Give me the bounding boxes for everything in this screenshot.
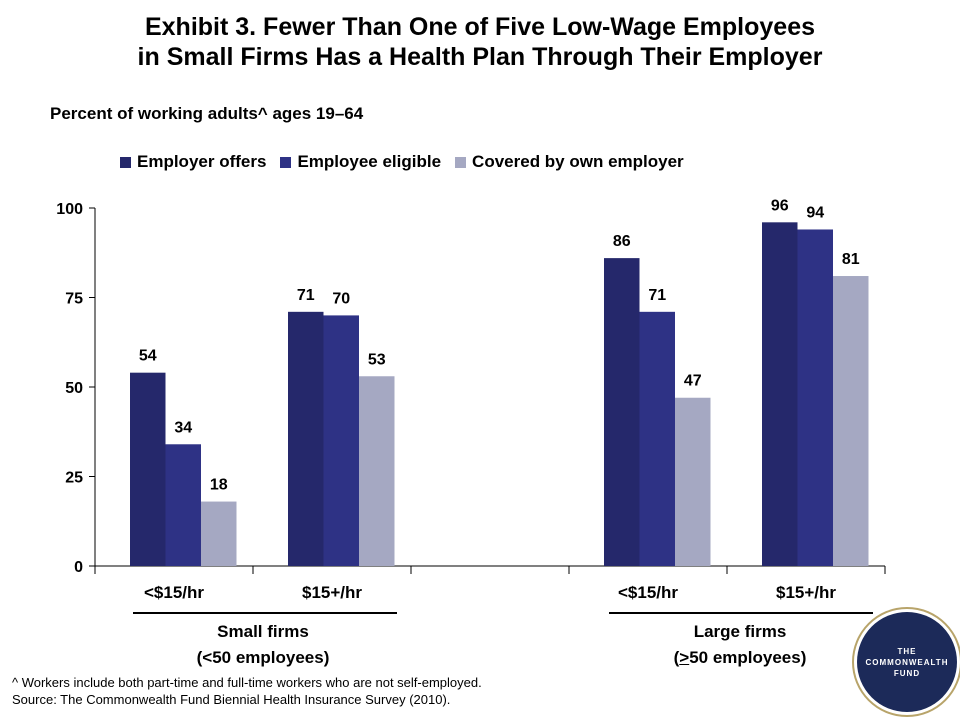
bar — [130, 372, 166, 566]
logo-text-commonwealth: COMMONWEALTH — [865, 657, 949, 667]
logo-text-fund: FUND — [893, 668, 921, 678]
bar — [604, 258, 640, 566]
legend-label: Covered by own employer — [472, 152, 684, 171]
legend-item: Covered by own employer — [455, 152, 684, 172]
bar-value-label: 34 — [174, 419, 192, 436]
legend-label: Employee eligible — [297, 152, 442, 171]
bar-value-label: 86 — [613, 233, 631, 250]
small-firms-label: Small firms — [217, 622, 309, 641]
bar-value-label: 81 — [842, 251, 860, 268]
large-firms-label: Large firms — [693, 622, 787, 641]
bar — [639, 311, 675, 566]
bar-value-label: 71 — [648, 287, 666, 304]
title-line-1: Exhibit 3. Fewer Than One of Five Low-Wa… — [144, 13, 816, 41]
bar — [833, 276, 869, 566]
title-line-2: in Small Firms Has a Health Plan Through… — [137, 43, 823, 71]
small-firms-bracket-line — [133, 612, 397, 614]
bar — [359, 376, 395, 566]
bar-value-label: 18 — [210, 477, 228, 494]
chart-legend: Employer offers Employee eligible Covered … — [120, 150, 698, 174]
bar-value-label: 94 — [806, 204, 824, 221]
legend-swatch — [455, 156, 467, 168]
bar — [165, 444, 201, 566]
y-tick-label: 0 — [74, 559, 83, 576]
bar — [762, 222, 798, 566]
bar-value-label: 53 — [368, 351, 386, 368]
x-category-label: <$15/hr — [618, 583, 678, 602]
y-tick-label: 75 — [65, 291, 83, 308]
small-firms-sublabel: (<50 employees) — [196, 648, 330, 667]
legend-item: Employee eligible — [280, 152, 441, 172]
bar — [675, 397, 711, 566]
x-category-label: $15+/hr — [776, 583, 836, 602]
small-firms-group-label: Small firms (<50 employees) — [113, 619, 413, 671]
bar — [201, 501, 237, 566]
bar-value-label: 54 — [139, 348, 157, 365]
bar — [797, 229, 833, 567]
chart-title: Exhibit 3. Fewer Than One of Five Low-Wa… — [0, 12, 960, 72]
bar-value-label: 71 — [297, 287, 315, 304]
large-firms-bracket-line — [609, 612, 873, 614]
y-tick-label: 25 — [65, 470, 83, 487]
bar — [288, 311, 324, 566]
bar-value-label: 70 — [332, 290, 350, 307]
y-tick-label: 50 — [65, 380, 83, 397]
large-firms-group-label: Large firms (>50 employees) — [590, 619, 890, 671]
footnote-source: Source: The Commonwealth Fund Biennial H… — [12, 692, 451, 707]
footnote-workers: ^ Workers include both part-time and ful… — [12, 675, 482, 690]
x-category-label: $15+/hr — [302, 583, 362, 602]
bar-value-label: 96 — [771, 197, 789, 214]
legend-swatch — [120, 156, 131, 168]
chart-subtitle: Percent of working adults^ ages 19–64 — [50, 104, 364, 123]
logo-text-the: THE — [897, 646, 917, 656]
legend-item: Employer offers — [120, 152, 266, 172]
footnote: ^ Workers include both part-time and ful… — [12, 674, 482, 708]
x-category-label: <$15/hr — [144, 583, 204, 602]
legend-label: Employer offers — [137, 152, 267, 171]
y-tick-label: 100 — [56, 201, 83, 218]
legend-swatch — [280, 156, 292, 168]
bar-value-label: 47 — [684, 373, 702, 390]
commonwealth-fund-logo: THE COMMONWEALTH FUND — [857, 612, 957, 712]
large-firms-sublabel: (>50 employees) — [673, 648, 807, 667]
bar — [323, 315, 359, 566]
